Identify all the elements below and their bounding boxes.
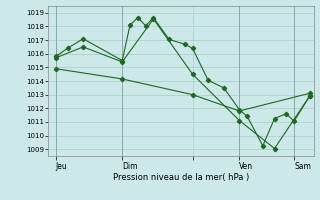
X-axis label: Pression niveau de la mer( hPa ): Pression niveau de la mer( hPa ) xyxy=(113,173,249,182)
